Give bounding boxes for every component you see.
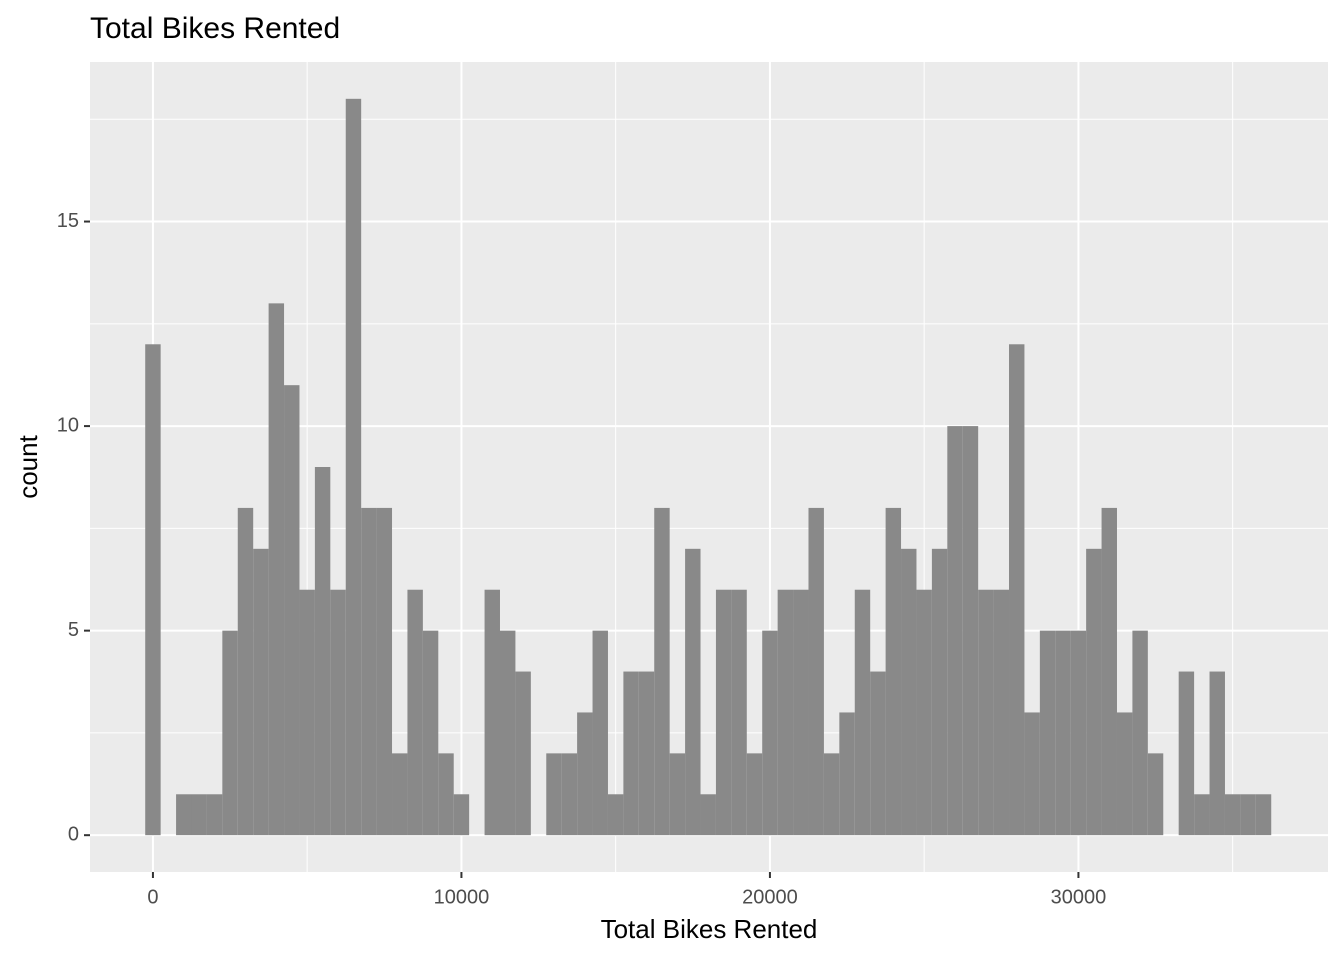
bar: [577, 712, 593, 836]
bar: [268, 303, 285, 836]
bar: [947, 426, 963, 836]
bar: [1132, 630, 1148, 836]
bar: [407, 589, 423, 836]
bar: [1101, 507, 1117, 836]
x-tick-label: 20000: [742, 886, 798, 908]
bar: [314, 467, 331, 836]
bar: [808, 507, 824, 836]
x-tick-label: 0: [147, 886, 158, 908]
bar: [237, 507, 254, 836]
bar: [1024, 712, 1040, 836]
bar: [931, 548, 948, 836]
bar: [253, 548, 269, 836]
bar: [746, 753, 763, 836]
bar: [1055, 630, 1071, 836]
bar: [438, 753, 454, 836]
bar: [823, 753, 840, 836]
bar: [885, 507, 902, 836]
y-tick-label: 0: [68, 823, 79, 845]
bar: [176, 794, 192, 836]
bar: [561, 753, 578, 836]
bar: [191, 794, 207, 836]
bar: [222, 630, 238, 836]
bar: [669, 753, 686, 836]
bar: [623, 671, 639, 836]
bar: [592, 630, 608, 836]
y-tick-label: 10: [57, 414, 79, 436]
bar: [515, 671, 531, 836]
bar: [700, 794, 716, 836]
bar: [299, 589, 315, 836]
bar: [1039, 630, 1056, 836]
bar: [1116, 712, 1133, 836]
bar: [422, 630, 439, 836]
bar: [453, 794, 470, 836]
bar: [484, 589, 500, 836]
bar: [1070, 630, 1087, 836]
bar: [145, 344, 161, 836]
bar: [376, 507, 393, 836]
bar: [685, 548, 701, 836]
bar: [731, 589, 747, 836]
bar: [1147, 753, 1164, 836]
bar: [978, 589, 994, 836]
bar: [392, 753, 408, 836]
bar: [1178, 671, 1195, 836]
bar: [499, 630, 516, 836]
bar: [1209, 671, 1225, 836]
bar: [345, 98, 362, 836]
y-axis-label: count: [13, 434, 43, 498]
x-tick-label: 10000: [434, 886, 490, 908]
bar: [839, 712, 855, 836]
bar: [715, 589, 732, 836]
bar: [546, 753, 562, 836]
bar: [993, 589, 1010, 836]
bar: [607, 794, 624, 836]
x-tick-label: 30000: [1051, 886, 1107, 908]
bar: [330, 589, 346, 836]
bar: [762, 630, 778, 836]
bar: [1224, 794, 1241, 836]
bar: [901, 548, 917, 836]
bar: [1086, 548, 1102, 836]
y-tick-label: 15: [57, 210, 79, 232]
bar: [793, 589, 809, 836]
bar: [916, 589, 932, 836]
chart-title: Total Bikes Rented: [90, 12, 340, 45]
bar: [1194, 794, 1210, 836]
bar: [962, 426, 979, 836]
bar: [206, 794, 223, 836]
bar: [654, 507, 670, 836]
bar: [1255, 794, 1272, 836]
bar: [870, 671, 886, 836]
y-tick-label: 5: [68, 619, 79, 641]
bar: [361, 507, 377, 836]
bar: [638, 671, 655, 836]
bar: [854, 589, 871, 836]
bar: [284, 385, 300, 836]
bar: [1240, 794, 1256, 836]
x-axis-label: Total Bikes Rented: [601, 914, 818, 944]
bar: [1009, 344, 1025, 836]
bar: [777, 589, 794, 836]
